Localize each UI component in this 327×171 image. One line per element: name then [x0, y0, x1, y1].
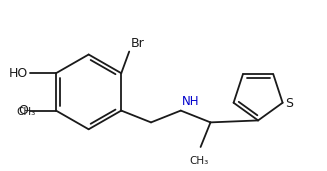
- Text: HO: HO: [9, 67, 28, 80]
- Text: O: O: [18, 104, 28, 117]
- Text: CH₃: CH₃: [16, 107, 36, 117]
- Text: CH₃: CH₃: [189, 156, 208, 166]
- Text: S: S: [285, 97, 294, 110]
- Text: NH: NH: [182, 95, 199, 108]
- Text: Br: Br: [131, 37, 145, 50]
